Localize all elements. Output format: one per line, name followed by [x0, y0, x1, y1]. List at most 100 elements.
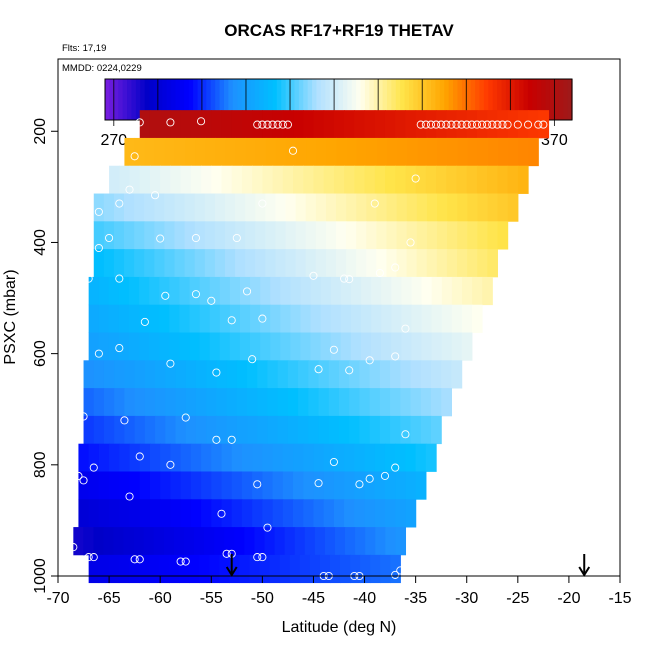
heatmap-cell	[175, 415, 187, 445]
heatmap-cell	[364, 443, 376, 472]
heatmap-cell	[415, 110, 427, 139]
heatmap-cell	[78, 471, 90, 500]
flight-point	[105, 233, 114, 243]
heatmap-cell	[221, 443, 233, 472]
heatmap-cell	[211, 471, 223, 500]
colorbar-cell	[461, 79, 467, 120]
heatmap-cell	[356, 137, 368, 167]
heatmap-cell	[426, 249, 438, 278]
colorbar-cell	[144, 79, 150, 120]
flight-point	[314, 479, 323, 488]
flight-point	[355, 480, 364, 489]
heatmap-cell	[179, 304, 191, 333]
colorbar-tick-label: 270	[100, 132, 127, 149]
heatmap-layer	[88, 332, 473, 361]
heatmap-cell	[144, 415, 156, 445]
heatmap-cell	[174, 249, 186, 278]
heatmap-cell	[415, 471, 427, 500]
heatmap-cell	[160, 110, 171, 139]
heatmap-cell	[250, 276, 261, 306]
flight-point	[69, 543, 78, 552]
colorbar-cell	[470, 79, 476, 120]
heatmap-cell	[149, 443, 161, 472]
heatmap-cell	[185, 360, 197, 389]
colorbar-cell	[197, 79, 203, 120]
heatmap-cell	[224, 249, 236, 278]
heatmap-cell	[316, 137, 327, 167]
heatmap-cell	[335, 249, 347, 278]
heatmap-cell	[436, 110, 447, 139]
colorbar-cell	[109, 79, 115, 120]
heatmap-cell	[245, 137, 257, 167]
heatmap-cell	[320, 332, 332, 361]
heatmap-cell	[185, 388, 197, 417]
heatmap-cell	[487, 221, 499, 250]
heatmap-cell	[195, 137, 206, 167]
heatmap-cell	[282, 443, 294, 472]
heatmap-cell	[275, 193, 287, 222]
flight-point	[437, 120, 446, 129]
heatmap-cell	[265, 137, 277, 167]
heatmap-cell	[159, 276, 170, 306]
heatmap-cell	[298, 415, 309, 445]
heatmap-cell	[441, 276, 453, 306]
heatmap-cell	[287, 388, 299, 417]
heatmap-cell	[239, 304, 251, 333]
heatmap-cell	[277, 360, 289, 389]
heatmap-cell	[190, 165, 202, 194]
heatmap-cell	[313, 165, 325, 194]
colorbar-cell	[219, 79, 225, 120]
heatmap-cell	[149, 276, 160, 306]
heatmap-cell	[386, 193, 398, 222]
heatmap-cell	[159, 304, 170, 333]
heatmap-cell	[314, 527, 326, 556]
colorbar-cell	[316, 79, 322, 120]
flight-point	[288, 146, 298, 155]
heatmap-cell	[226, 360, 238, 389]
heatmap-cell	[93, 388, 105, 417]
flight-point	[426, 120, 436, 129]
heatmap-cell	[298, 388, 309, 417]
heatmap-cell	[149, 110, 161, 139]
heatmap-cell	[78, 443, 90, 472]
heatmap-cell	[236, 415, 248, 445]
heatmap-cell	[395, 471, 407, 500]
heatmap-cell	[296, 137, 307, 167]
flight-point	[79, 349, 88, 358]
flight-point	[140, 317, 149, 326]
colorbar-cell	[382, 79, 388, 120]
flight-point	[242, 287, 252, 296]
heatmap-cell	[139, 110, 151, 139]
heatmap-cell	[234, 527, 246, 556]
flight-point	[498, 120, 507, 129]
colorbar-cell	[105, 79, 111, 120]
x-tick-label: -65	[98, 590, 121, 607]
heatmap-cell	[333, 443, 345, 472]
heatmap-cell	[206, 388, 217, 417]
flight-point	[278, 120, 287, 129]
heatmap-cell	[165, 360, 177, 389]
heatmap-cell	[189, 304, 201, 333]
flight-point	[135, 555, 144, 564]
heatmap-cell	[369, 415, 381, 445]
heatmap-cell	[190, 471, 202, 500]
heatmap-cell	[209, 554, 220, 584]
heatmap-cell	[359, 388, 371, 417]
heatmap-cell	[189, 554, 200, 584]
heatmap-cell	[461, 304, 473, 333]
colorbar-cell	[254, 79, 260, 120]
heatmap-cell	[129, 165, 141, 194]
heatmap-cell	[277, 388, 289, 417]
heatmap-cell	[421, 304, 433, 333]
heatmap-cell	[175, 360, 187, 389]
heatmap-cell	[356, 193, 367, 222]
flight-point	[156, 234, 165, 243]
heatmap-cell	[272, 471, 284, 500]
heatmap-cell	[169, 332, 181, 361]
heatmap-cell	[275, 221, 287, 250]
heatmap-cell	[411, 304, 423, 333]
flight-point	[472, 120, 481, 129]
colorbar-cell	[290, 79, 296, 120]
heatmap-cell	[487, 193, 499, 222]
heatmap-cell	[259, 554, 271, 584]
